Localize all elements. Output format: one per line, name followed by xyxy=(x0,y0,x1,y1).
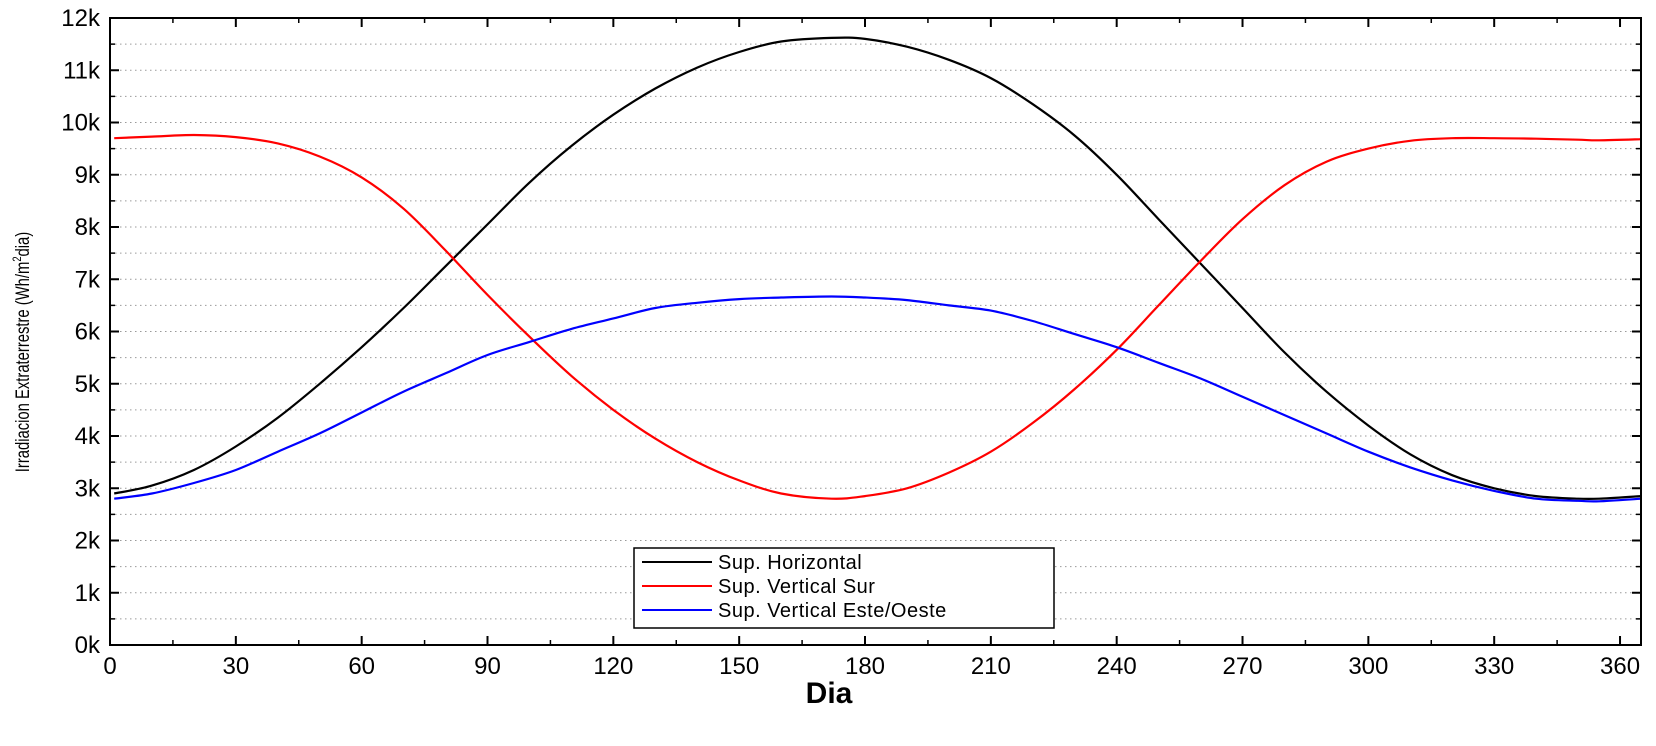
y-tick-label: 6k xyxy=(75,319,101,346)
series-line-0 xyxy=(113,36,1642,501)
x-tick-label: 120 xyxy=(593,653,633,680)
y-tick-label: 8k xyxy=(75,214,101,241)
y-tick-label: 2k xyxy=(75,528,101,555)
x-tick-label: 60 xyxy=(348,653,375,680)
y-tick-label: 7k xyxy=(75,266,101,293)
x-tick-label: 150 xyxy=(719,653,759,680)
x-tick-label: 300 xyxy=(1348,653,1388,680)
series-layer xyxy=(113,36,1642,503)
legend-label-vertical-sur: Sup. Vertical Sur xyxy=(718,576,875,598)
y-axis-title: Irradiacion Extraterrestre (Wh/m2dia) xyxy=(11,232,33,472)
grid-layer xyxy=(110,43,1641,620)
legend-entry-vertical-sur: Sup. Vertical Sur xyxy=(642,576,875,598)
x-tick-label: 330 xyxy=(1474,653,1514,680)
y-axis-title-tail: dia) xyxy=(12,232,33,257)
x-tick-label: 240 xyxy=(1097,653,1137,680)
y-axis-title-superscript: 2 xyxy=(11,256,24,261)
legend-entry-horizontal: Sup. Horizontal xyxy=(642,552,862,574)
y-tick-label: 9k xyxy=(75,162,101,189)
x-tick-label: 210 xyxy=(971,653,1011,680)
y-tick-label: 5k xyxy=(75,371,101,398)
x-tick-label: 0 xyxy=(103,653,116,680)
x-tick-label: 30 xyxy=(222,653,249,680)
legend-label-vertical-este-oeste: Sup. Vertical Este/Oeste xyxy=(718,600,947,622)
x-axis-title: Dia xyxy=(806,677,853,710)
y-tick-label: 10k xyxy=(61,110,101,137)
legend-entry-vertical-este-oeste: Sup. Vertical Este/Oeste xyxy=(642,600,947,622)
y-tick-label: 0k xyxy=(75,632,101,659)
x-tick-label: 180 xyxy=(845,653,885,680)
y-tick-label: 12k xyxy=(61,5,101,32)
ticks-layer xyxy=(109,17,1641,646)
legend: Sup. Horizontal Sup. Vertical Sur Sup. V… xyxy=(633,547,1055,629)
series-line-2 xyxy=(114,295,1642,503)
y-tick-label: 11k xyxy=(63,57,101,84)
labels-layer: 0k 1k 2k 3k 4k 5k 6k 7k 8k 9k 10k 11k 12k 0 30 60 90 120 1… xyxy=(61,5,1640,680)
y-tick-label: 4k xyxy=(75,423,101,450)
x-tick-label: 90 xyxy=(474,653,501,680)
series-line-1 xyxy=(114,133,1642,500)
y-tick-label: 1k xyxy=(75,580,101,607)
y-tick-label: 3k xyxy=(75,475,101,502)
y-axis-title-main: Irradiacion Extraterrestre (Wh/m xyxy=(12,262,33,473)
x-tick-label: 270 xyxy=(1222,653,1262,680)
legend-label-horizontal: Sup. Horizontal xyxy=(718,552,862,574)
x-tick-label: 360 xyxy=(1600,653,1640,680)
